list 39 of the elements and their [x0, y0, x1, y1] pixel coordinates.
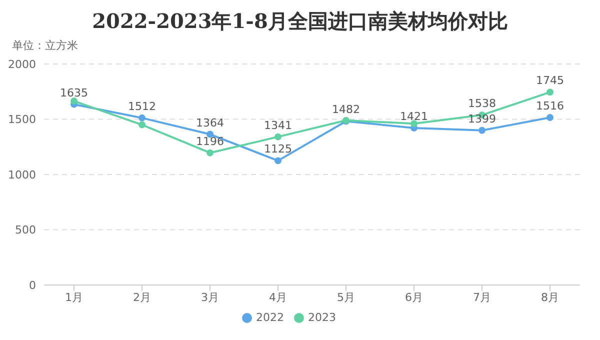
point: [138, 121, 146, 128]
point: [546, 114, 554, 121]
x-tick-label: 4月: [269, 290, 287, 304]
point: [70, 98, 78, 105]
data-label: 1399: [468, 112, 496, 126]
data-label: 1745: [536, 74, 564, 88]
y-tick-label: 500: [15, 224, 36, 237]
y-axis-title: 单位：立方米: [12, 38, 79, 52]
data-label: 1516: [536, 99, 564, 112]
data-label: 1421: [400, 110, 428, 123]
y-tick-label: 0: [29, 278, 36, 292]
y-tick-label: 1500: [8, 113, 36, 126]
chart-title: 2022-2023年1-8月全国进口南美材均价对比: [91, 8, 509, 35]
y-tick-label: 1000: [8, 168, 36, 182]
data-label: 1125: [264, 142, 292, 156]
point: [138, 114, 146, 122]
point: [274, 157, 282, 164]
x-tick-label: 7月: [473, 290, 491, 304]
point: [546, 88, 554, 96]
x-tick-label: 1月: [65, 290, 83, 304]
legend-label: 2022: [256, 311, 284, 324]
point: [274, 133, 282, 140]
legend-label: 2023: [308, 311, 336, 324]
data-label: 1364: [196, 116, 224, 130]
data-label: 1341: [264, 118, 292, 132]
x-tick-label: 8月: [541, 290, 559, 304]
data-label: 1538: [468, 97, 496, 110]
data-label: 1482: [332, 103, 360, 116]
data-label: 1512: [128, 100, 156, 113]
data-label: 1196: [196, 134, 224, 148]
x-tick-label: 6月: [405, 290, 423, 304]
data-label: 1635: [60, 86, 88, 100]
point: [206, 149, 214, 156]
y-tick-label: 2000: [8, 58, 36, 71]
point: [478, 126, 486, 134]
x-tick-label: 2月: [133, 290, 151, 304]
point: [410, 120, 418, 128]
x-tick-label: 3月: [201, 290, 219, 304]
x-tick-label: 5月: [337, 290, 355, 304]
